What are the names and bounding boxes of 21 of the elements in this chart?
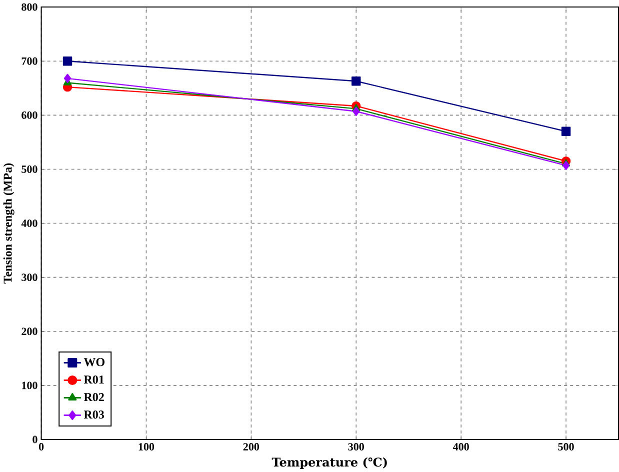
legend-label: R03 (84, 410, 104, 418)
y-tick-label: 200 (22, 328, 38, 335)
x-tick-label: 400 (452, 442, 469, 450)
x-tick-label: 500 (558, 442, 574, 450)
legend-label: R01 (84, 375, 104, 384)
y-tick-label: 600 (22, 111, 38, 119)
y-tick-label: 100 (22, 382, 38, 390)
y-tick-label: 300 (22, 273, 38, 281)
x-tick-label: 200 (243, 442, 260, 450)
y-axis-title: Tension strength (MPa) (3, 163, 14, 284)
legend-label: R02 (84, 392, 104, 401)
y-tick-label: 500 (22, 165, 38, 173)
legend-label: WO (84, 358, 104, 366)
y-tick-label: 800 (22, 3, 38, 11)
x-axis-title: Temperature (℃) (272, 457, 387, 469)
x-tick-label: 300 (348, 442, 364, 450)
y-tick-label: 700 (22, 57, 38, 65)
y-tick-label: 400 (21, 219, 38, 227)
x-tick-label: 0 (38, 442, 44, 450)
y-tick-label: 0 (32, 436, 38, 444)
x-tick-label: 100 (138, 442, 154, 450)
